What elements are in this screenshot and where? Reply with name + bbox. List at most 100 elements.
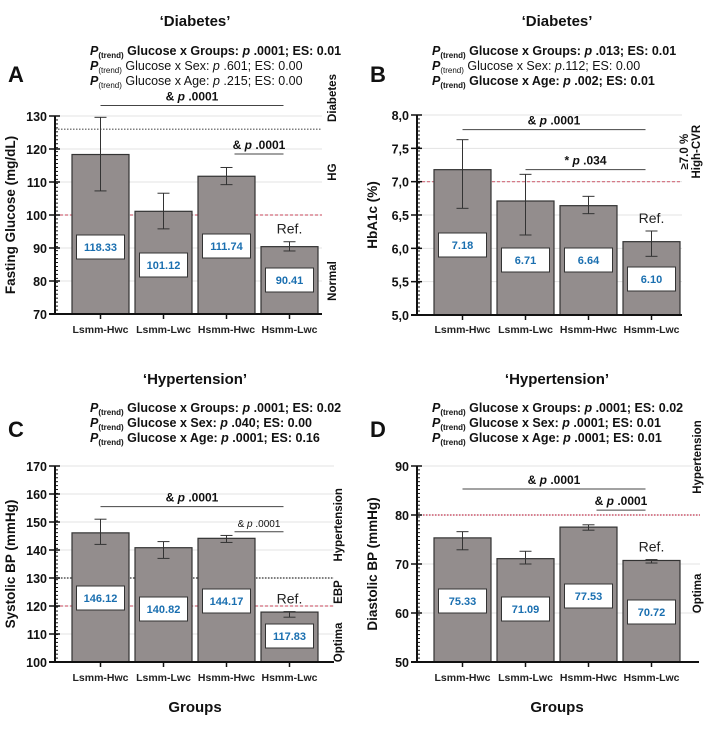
reference-group-label: Ref. — [639, 539, 665, 555]
value-label: 118.33 — [84, 242, 117, 254]
stat-line: P(trend) Glucose x Groups: p .0001; ES: … — [432, 401, 683, 417]
y-axis-title: Diastolic BP (mmHg) — [365, 497, 380, 630]
value-label-box — [627, 599, 676, 625]
zone-label: High-CVR — [691, 124, 703, 178]
value-label: 70.72 — [638, 607, 666, 619]
y-tick-label: 6,5 — [392, 209, 409, 223]
value-label: 144.17 — [210, 596, 244, 608]
y-tick-label: 140 — [26, 544, 47, 558]
value-label-box — [501, 596, 550, 622]
zone-label: Normal — [327, 261, 339, 301]
x-tick-label: Hsmm-Hwc — [198, 672, 255, 684]
x-axis-title: Groups — [530, 699, 583, 716]
x-axis-title: Groups — [168, 699, 221, 716]
value-label-box — [202, 233, 251, 259]
panel-letter: C — [8, 417, 24, 442]
y-tick-label: 100 — [26, 656, 47, 670]
value-label-box — [564, 583, 613, 609]
x-tick-label: Hsmm-Lwc — [623, 672, 679, 684]
value-label: 140.82 — [147, 604, 181, 616]
y-tick-label: 160 — [26, 488, 47, 502]
zone-label: Diabetes — [327, 74, 339, 122]
value-label: 71.09 — [512, 604, 540, 616]
y-tick-label: 110 — [27, 176, 47, 190]
value-label: 77.53 — [575, 591, 603, 603]
value-label-box — [265, 623, 314, 649]
y-tick-label: 60 — [395, 607, 409, 621]
value-label-box — [139, 252, 188, 278]
significance-label: & p .0001 — [238, 519, 281, 530]
value-label: 6.10 — [641, 274, 662, 286]
significance-label: & p .0001 — [595, 494, 648, 508]
y-tick-label: 70 — [395, 558, 409, 572]
y-tick-label: 100 — [26, 209, 47, 223]
y-tick-label: 6,0 — [392, 242, 409, 256]
y-tick-label: 5,0 — [392, 309, 409, 323]
reference-group-label: Ref. — [277, 591, 303, 607]
zone-label: Optima — [333, 622, 345, 662]
y-tick-label: 90 — [395, 460, 409, 474]
zone-label: EBP — [333, 580, 345, 604]
panel-b: ‘Diabetes’ B P(trend) Glucose x Groups: p … — [365, 13, 703, 336]
y-tick-label: 8,0 — [392, 109, 409, 123]
significance-label: & p .0001 — [528, 473, 581, 487]
x-tick-label: Lsmm-Hwc — [72, 672, 128, 684]
panel-letter: A — [8, 62, 24, 87]
zone-label: HG — [327, 163, 339, 180]
value-label: 90.41 — [276, 275, 304, 287]
x-tick-label: Lsmm-Lwc — [498, 324, 553, 336]
panel-c: ‘Hypertension’ C P(trend) Glucose x Groups… — [3, 371, 345, 716]
value-label: 117.83 — [273, 631, 306, 643]
zone-label: Optima — [692, 573, 704, 613]
panel-title: ‘Hypertension’ — [505, 371, 609, 388]
y-tick-label: 90 — [33, 242, 47, 256]
value-label: 6.71 — [515, 255, 536, 267]
x-tick-label: Hsmm-Lwc — [623, 324, 679, 336]
x-tick-label: Hsmm-Hwc — [198, 324, 255, 336]
y-tick-label: 80 — [33, 275, 47, 289]
value-label: 7.18 — [452, 240, 473, 252]
stat-line: P(trend) Glucose x Groups: p .0001; ES: … — [90, 401, 341, 417]
value-label: 75.33 — [449, 596, 477, 608]
significance-label: * p .034 — [564, 154, 606, 168]
y-tick-label: 7,5 — [392, 142, 409, 156]
panel-title: ‘Hypertension’ — [143, 371, 247, 388]
value-label-box — [438, 588, 487, 614]
y-tick-label: 130 — [26, 572, 47, 586]
panel-letter: B — [370, 62, 386, 87]
y-tick-label: 110 — [27, 628, 47, 642]
value-label-box — [76, 234, 125, 260]
stat-line: P(trend) Glucose x Sex: p .0001; ES: 0.0… — [432, 416, 661, 432]
significance-label: & p .0001 — [528, 114, 581, 128]
y-tick-label: 7,0 — [392, 176, 409, 190]
value-label-box — [202, 588, 251, 614]
y-tick-label: 150 — [26, 516, 47, 530]
value-label: 6.64 — [578, 255, 600, 267]
x-tick-label: Lsmm-Hwc — [434, 672, 490, 684]
y-tick-label: 80 — [395, 509, 409, 523]
x-tick-label: Lsmm-Hwc — [434, 324, 490, 336]
value-label-box — [76, 585, 125, 611]
value-label: 101.12 — [147, 260, 181, 272]
y-tick-label: 120 — [26, 600, 47, 614]
x-tick-label: Hsmm-Hwc — [560, 672, 617, 684]
stat-line: P(trend) Glucose x Sex: p.112; ES: 0.00 — [432, 59, 640, 75]
value-label-box — [438, 232, 487, 258]
stat-line: P(trend) Glucose x Age: p .215; ES: 0.00 — [90, 74, 303, 90]
value-label: 146.12 — [84, 593, 118, 605]
zone-label: ≥7.0 % — [679, 134, 691, 170]
panel-a: ‘Diabetes’ A P(trend) Glucose x Groups: p … — [3, 13, 341, 336]
zone-label: Hypertension — [692, 420, 704, 494]
stat-line: P(trend) Glucose x Age: p .002; ES: 0.01 — [432, 74, 655, 90]
value-label-box — [627, 266, 676, 292]
value-label: 111.74 — [210, 241, 243, 253]
panel-title: ‘Diabetes’ — [160, 13, 231, 30]
value-label-box — [265, 267, 314, 293]
y-tick-label: 130 — [26, 110, 47, 124]
y-tick-label: 120 — [26, 143, 47, 157]
zone-label: Hypertension — [333, 488, 345, 562]
stat-line: P(trend) Glucose x Sex: p .601; ES: 0.00 — [90, 59, 303, 75]
stat-line: P(trend) Glucose x Sex: p .040; ES: 0.00 — [90, 416, 312, 432]
stat-line: P(trend) Glucose x Age: p .0001; ES: 0.1… — [90, 431, 320, 447]
